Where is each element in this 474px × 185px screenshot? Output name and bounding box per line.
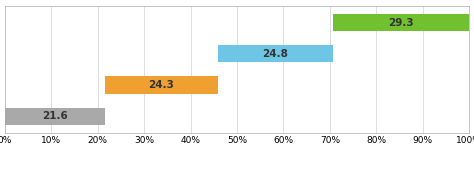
Bar bbox=[218, 45, 333, 62]
Text: 24.3: 24.3 bbox=[148, 80, 174, 90]
Text: 21.6: 21.6 bbox=[42, 111, 68, 121]
Bar bbox=[333, 14, 469, 31]
Bar bbox=[105, 76, 218, 93]
Text: 24.8: 24.8 bbox=[263, 49, 289, 59]
Bar bbox=[5, 107, 105, 125]
Text: 29.3: 29.3 bbox=[388, 18, 414, 28]
